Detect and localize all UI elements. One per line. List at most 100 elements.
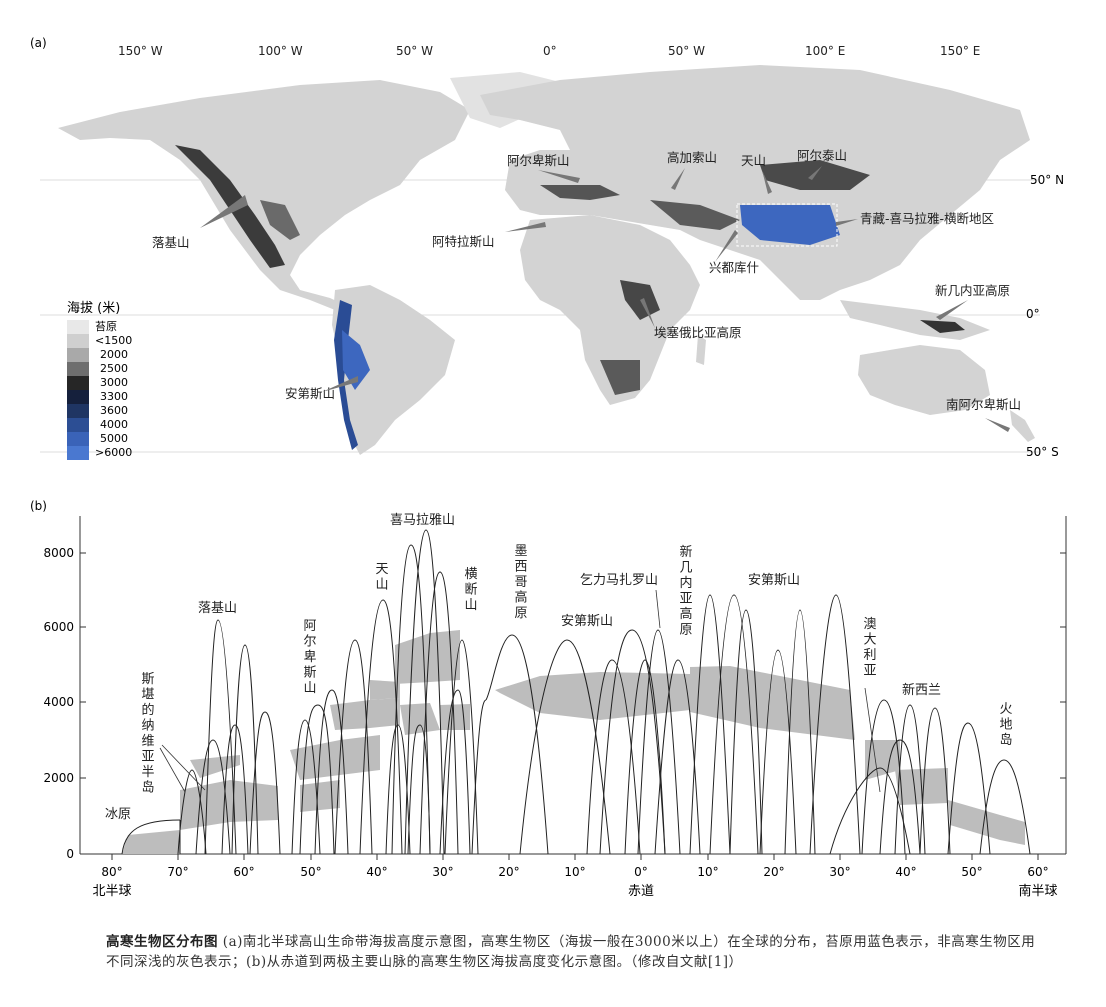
caption-text: (a)南北半球高山生命带海拔高度示意图，高寒生物区（海拔一般在3000米以上）在…	[106, 934, 1036, 970]
southeast-asia-islands	[840, 300, 990, 340]
north-hemisphere-label: 北半球	[92, 884, 131, 899]
y-tick: 6000	[43, 620, 74, 634]
madagascar	[696, 335, 706, 365]
x-tick: 70°	[167, 865, 188, 879]
region-label: 埃塞俄比亚高原	[654, 325, 742, 340]
legend-label: 3600	[100, 404, 128, 417]
south-hemisphere-label: 南半球	[1018, 883, 1057, 899]
legend-swatch	[67, 404, 89, 418]
mountain-label: 新西兰	[902, 682, 941, 698]
region-label: 南阿尔卑斯山	[946, 397, 1021, 412]
x-region-labels: 北半球 赤道 南半球	[92, 883, 1057, 899]
x-tick: 10°	[697, 865, 718, 879]
mountain-label: 喜马拉雅山	[390, 513, 455, 528]
region-label: 阿尔卑斯山	[507, 153, 570, 168]
longitude-labels: 150° W 100° W 50° W 0° 50° W 100° E 150°…	[118, 44, 980, 58]
panel-a-label: (a)	[30, 36, 47, 50]
region-labels: 阿尔卑斯山 高加索山 天山 阿尔泰山 落基山 阿特拉斯山 兴都库什 青藏-喜马拉…	[152, 148, 1021, 412]
legend-swatch	[67, 362, 89, 376]
region-label: 天山	[741, 153, 766, 168]
legend-label: 2000	[100, 348, 128, 361]
legend-label: 3300	[100, 390, 128, 403]
lon-label: 150° W	[118, 44, 163, 58]
x-tick: 0°	[634, 865, 648, 879]
x-tick: 40°	[366, 865, 387, 879]
y-tick: 8000	[43, 546, 74, 560]
x-tick: 50°	[300, 865, 321, 879]
lat-label: 0°	[1026, 307, 1040, 321]
vertical-mountain-labels: 斯堪的纳维亚半岛 阿尔卑斯山 天山 横断山 墨西哥高原 新几内亚高原澳大利亚火地岛	[141, 544, 1012, 796]
panel-b-label: (b)	[30, 499, 47, 513]
region-label: 阿特拉斯山	[432, 234, 495, 249]
mountain-label-vertical: 横断山	[464, 567, 477, 613]
australia	[858, 345, 990, 415]
region-label: 落基山	[152, 235, 190, 250]
mountain-label-vertical: 澳大利亚	[863, 616, 876, 679]
y-tick: 4000	[43, 695, 74, 709]
mountain-label-vertical: 阿尔卑斯山	[303, 619, 316, 696]
figure: (a) 150° W 100° W 50° W 0° 50° W 100° E …	[30, 36, 1067, 899]
lon-label: 100° W	[258, 44, 303, 58]
new-zealand	[1010, 410, 1035, 442]
lon-label: 100° E	[805, 44, 845, 58]
mountain-label-vertical: 天山	[375, 562, 388, 593]
region-label: 兴都库什	[709, 260, 759, 275]
legend-swatch	[67, 432, 89, 446]
legend-swatch	[67, 390, 89, 404]
x-tick: 80°	[101, 865, 122, 879]
mountain-label: 冰原	[105, 807, 131, 822]
legend-swatch	[67, 418, 89, 432]
region-label: 安第斯山	[285, 386, 335, 401]
mountain-label: 落基山	[198, 601, 237, 616]
alpine-band	[122, 630, 1025, 854]
mountain-label: 乞力马扎罗山	[580, 573, 658, 588]
world-map	[58, 65, 1035, 455]
legend-label: 4000	[100, 418, 128, 431]
x-tick: 20°	[763, 865, 784, 879]
legend-label: >6000	[95, 446, 132, 459]
latitude-labels: 50° N 0° 50° S	[1026, 173, 1064, 459]
x-tick: 20°	[498, 865, 519, 879]
lon-label: 150° E	[940, 44, 980, 58]
y-axis	[80, 552, 1066, 855]
y-tick: 2000	[43, 771, 74, 785]
legend-swatch	[67, 334, 89, 348]
x-axis	[111, 854, 1039, 860]
mountain-label: 安第斯山	[748, 573, 800, 588]
x-tick: 40°	[895, 865, 916, 879]
legend-swatch	[67, 376, 89, 390]
legend-label: 苔原	[95, 319, 117, 333]
x-tick: 30°	[829, 865, 850, 879]
x-tick-labels: 80° 70° 60° 50° 40° 30° 20° 10° 0° 10° 2…	[101, 865, 1048, 879]
region-label: 青藏-喜马拉雅-横断地区	[860, 211, 994, 226]
eurasia	[480, 65, 1030, 300]
mountain-label-vertical: 墨西哥高原	[514, 544, 527, 621]
south-america	[332, 285, 455, 455]
legend-swatch	[67, 348, 89, 362]
mountain-label-vertical: 火地岛	[999, 702, 1012, 748]
legend-label: <1500	[95, 334, 132, 347]
x-tick: 50°	[961, 865, 982, 879]
legend-swatch	[67, 446, 89, 460]
elevation-legend: 海拔 (米) 苔原 <1500 2000 2500 3000 3300 3600…	[67, 301, 132, 460]
africa	[520, 215, 700, 405]
mountain-label-vertical: 斯堪的纳维亚半岛	[141, 672, 154, 796]
y-tick-labels: 0 2000 4000 6000 8000	[43, 546, 74, 861]
equator-label: 赤道	[628, 884, 654, 899]
lat-label: 50° N	[1030, 173, 1064, 187]
legend-swatch	[67, 320, 89, 334]
lon-label: 50° W	[396, 44, 433, 58]
caption-title: 高寒生物区分布图	[106, 934, 218, 950]
lon-label: 0°	[543, 44, 557, 58]
legend-label: 3000	[100, 376, 128, 389]
north-america	[58, 80, 470, 310]
mountain-labels: 冰原 落基山 喜马拉雅山 安第斯山 乞力马扎罗山 安第斯山 新西兰	[105, 513, 941, 822]
legend-label: 2500	[100, 362, 128, 375]
mountain-label-vertical: 新几内亚高原	[679, 544, 692, 638]
legend-label: 5000	[100, 432, 128, 445]
x-tick: 10°	[564, 865, 585, 879]
lat-label: 50° S	[1026, 445, 1059, 459]
leader-pointers	[200, 166, 1010, 432]
x-tick: 30°	[432, 865, 453, 879]
x-tick: 60°	[1027, 865, 1048, 879]
